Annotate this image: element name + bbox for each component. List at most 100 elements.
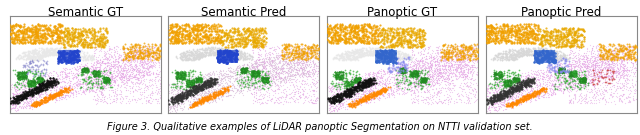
Point: [435, 49, 445, 51]
Point: [401, 53, 411, 55]
Point: [216, 73, 226, 76]
Point: [535, 92, 545, 94]
Point: [37, 83, 47, 85]
Point: [153, 56, 163, 58]
Point: [269, 66, 280, 69]
Point: [330, 99, 340, 101]
Point: [251, 82, 261, 84]
Point: [39, 97, 49, 99]
Point: [438, 57, 449, 59]
Point: [26, 87, 36, 89]
Point: [448, 46, 458, 49]
Point: [530, 54, 540, 56]
Point: [102, 86, 113, 88]
Point: [272, 97, 282, 99]
Point: [177, 99, 188, 102]
Point: [390, 51, 400, 53]
Point: [623, 56, 633, 58]
Point: [459, 55, 469, 58]
Point: [81, 58, 92, 60]
Point: [526, 34, 536, 37]
Point: [349, 53, 359, 55]
Point: [516, 38, 527, 40]
Point: [497, 75, 507, 77]
Point: [627, 82, 637, 85]
Point: [191, 103, 201, 106]
Point: [361, 49, 371, 51]
Point: [307, 102, 317, 104]
Point: [387, 57, 397, 59]
Point: [298, 93, 308, 95]
Point: [249, 74, 259, 76]
Point: [251, 97, 261, 99]
Point: [372, 60, 383, 62]
Point: [177, 102, 187, 104]
Point: [150, 66, 160, 68]
Point: [99, 76, 109, 78]
Point: [329, 26, 339, 28]
Point: [154, 97, 164, 99]
Point: [523, 91, 533, 93]
Point: [282, 94, 292, 96]
Point: [616, 61, 626, 63]
Point: [22, 55, 33, 57]
Point: [524, 81, 534, 83]
Point: [227, 39, 237, 41]
Point: [247, 63, 257, 65]
Point: [579, 78, 589, 80]
Point: [211, 94, 221, 96]
Point: [387, 92, 397, 94]
Point: [401, 82, 412, 84]
Point: [593, 80, 603, 82]
Point: [426, 64, 436, 66]
Point: [148, 62, 158, 64]
Point: [267, 82, 277, 85]
Point: [417, 42, 428, 44]
Point: [60, 72, 70, 74]
Point: [403, 77, 413, 80]
Point: [337, 92, 348, 94]
Point: [627, 46, 637, 48]
Point: [194, 55, 204, 57]
Point: [95, 58, 105, 60]
Point: [392, 89, 403, 91]
Point: [100, 27, 111, 29]
Point: [198, 55, 209, 57]
Point: [6, 84, 16, 86]
Point: [188, 73, 198, 75]
Point: [502, 90, 512, 92]
Point: [564, 83, 574, 85]
Point: [148, 53, 159, 55]
Point: [323, 97, 333, 99]
Point: [19, 100, 29, 103]
Point: [518, 100, 529, 102]
Point: [25, 85, 35, 87]
Point: [201, 80, 211, 83]
Point: [163, 100, 173, 102]
Point: [366, 94, 376, 96]
Point: [565, 74, 575, 76]
Point: [203, 39, 213, 41]
Point: [564, 94, 574, 96]
Point: [111, 66, 122, 68]
Point: [540, 89, 550, 91]
Point: [22, 57, 32, 59]
Point: [538, 50, 548, 52]
Point: [456, 58, 467, 60]
Point: [232, 52, 242, 54]
Point: [529, 94, 540, 96]
Point: [511, 57, 521, 60]
Point: [45, 51, 55, 53]
Point: [354, 98, 364, 100]
Point: [279, 50, 289, 52]
Point: [298, 93, 308, 96]
Point: [206, 82, 216, 84]
Point: [223, 75, 234, 77]
Point: [471, 99, 481, 102]
Point: [596, 75, 607, 78]
Point: [253, 53, 264, 55]
Point: [360, 85, 371, 87]
Point: [202, 90, 212, 92]
Point: [547, 35, 557, 37]
Point: [486, 99, 497, 101]
